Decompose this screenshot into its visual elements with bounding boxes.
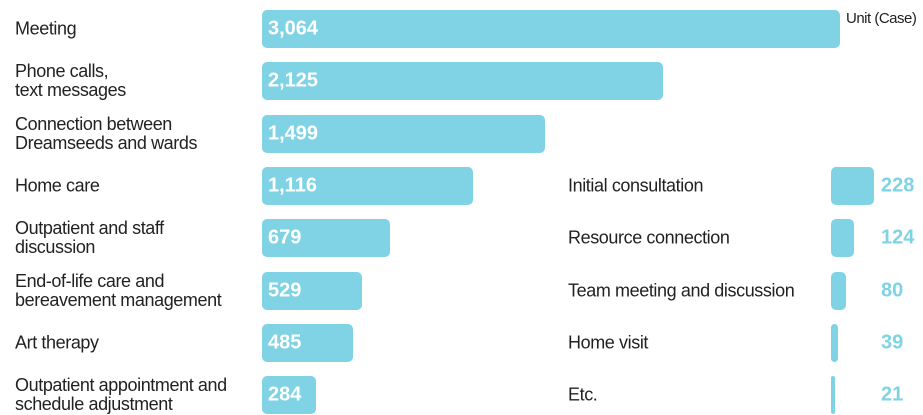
- value-label: 3,064: [268, 17, 319, 40]
- value-label: 284: [268, 383, 302, 406]
- value-label: 1,116: [268, 174, 317, 197]
- category-label: Connection between Dreamseeds and wards: [15, 113, 198, 153]
- value-label: 124: [881, 226, 915, 249]
- category-label: Outpatient appointment and schedule adju…: [15, 375, 227, 415]
- bar: [262, 376, 316, 415]
- bar: [262, 114, 545, 153]
- bar: [262, 271, 362, 310]
- bar: [262, 323, 354, 362]
- value-label: 529: [268, 279, 302, 301]
- value-label: 1,499: [268, 122, 319, 145]
- category-label: Resource connection: [568, 227, 730, 248]
- bar: [831, 376, 835, 415]
- category-label: Team meeting and discussion: [568, 280, 795, 300]
- value-label: 21: [881, 383, 904, 406]
- category-label: End-of-life care and bereavement managem…: [15, 270, 222, 310]
- category-label: Home visit: [568, 332, 649, 353]
- category-label: Initial consultation: [568, 175, 704, 196]
- value-label: 39: [881, 331, 904, 354]
- value-label: 80: [881, 279, 904, 301]
- category-label: Etc.: [568, 384, 598, 405]
- value-label: 228: [881, 174, 915, 197]
- bar: [831, 219, 855, 258]
- bar: [831, 271, 847, 310]
- value-label: 485: [268, 331, 302, 354]
- category-label: Outpatient and staff discussion: [15, 218, 164, 258]
- bar: [262, 166, 473, 205]
- category-label: Phone calls, text messages: [15, 61, 126, 101]
- bar: [831, 323, 839, 362]
- bar: [831, 166, 874, 205]
- value-label: 2,125: [268, 69, 319, 92]
- unit-annotation: Unit (Case): [846, 10, 917, 27]
- category-label: Meeting: [15, 18, 77, 39]
- category-label: Art therapy: [15, 332, 99, 353]
- bar: [262, 62, 663, 101]
- bar: [262, 219, 391, 258]
- category-label: Home care: [15, 175, 100, 196]
- bar: [262, 10, 840, 48]
- value-label: 679: [268, 226, 302, 249]
